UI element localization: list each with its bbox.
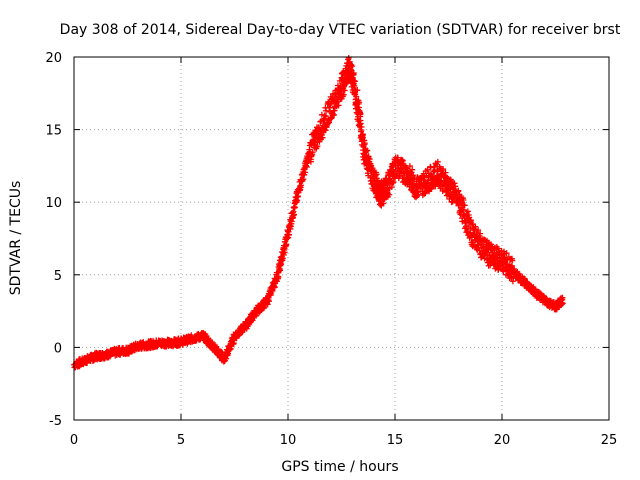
data-point xyxy=(346,58,353,65)
data-point xyxy=(327,101,334,108)
grid-lines xyxy=(74,57,609,420)
data-point xyxy=(265,295,272,302)
data-point xyxy=(308,152,315,159)
data-point xyxy=(422,190,429,197)
data-point xyxy=(328,115,335,122)
y-tick-label: -5 xyxy=(49,414,62,429)
data-point xyxy=(283,241,290,248)
x-tick-label: 5 xyxy=(177,433,185,448)
data-point xyxy=(431,167,438,174)
data-point xyxy=(326,119,333,126)
data-point xyxy=(440,166,447,173)
plot-frame xyxy=(73,56,610,421)
data-point xyxy=(341,87,348,94)
data-point xyxy=(452,183,459,190)
data-point xyxy=(322,113,329,120)
data-point xyxy=(314,143,321,150)
data-point xyxy=(380,200,387,207)
data-point xyxy=(473,245,480,252)
data-point xyxy=(475,227,482,234)
data-point xyxy=(348,61,355,68)
data-point xyxy=(350,71,357,78)
x-tick-label: 20 xyxy=(494,433,511,448)
data-point xyxy=(351,77,358,84)
y-tick-label: 5 xyxy=(54,269,62,284)
x-axis-label: GPS time / hours xyxy=(281,459,398,475)
y-axis-label: SDTVAR / TECUs xyxy=(8,181,24,296)
data-point xyxy=(277,262,284,269)
data-point xyxy=(434,158,441,165)
data-point xyxy=(358,127,365,134)
data-point xyxy=(321,112,328,119)
data-point xyxy=(424,166,431,173)
chart-title: Day 308 of 2014, Sidereal Day-to-day VTE… xyxy=(60,22,621,38)
y-tick-label: 10 xyxy=(45,196,62,211)
data-point xyxy=(455,187,462,194)
data-point xyxy=(461,202,468,209)
data-point xyxy=(279,255,286,262)
data-point xyxy=(349,63,356,70)
x-tick-label: 0 xyxy=(70,433,78,448)
data-point xyxy=(508,262,515,269)
data-point xyxy=(364,147,371,154)
y-tick-label: 20 xyxy=(45,51,62,66)
data-point xyxy=(363,148,370,155)
data-point xyxy=(309,149,316,156)
data-points xyxy=(71,55,566,371)
data-point xyxy=(297,182,304,189)
x-tick-label: 15 xyxy=(387,433,404,448)
y-tick-label: 0 xyxy=(54,341,62,356)
data-point xyxy=(322,126,329,133)
data-point xyxy=(464,208,471,215)
data-point xyxy=(466,229,473,236)
data-point xyxy=(224,350,231,357)
data-point xyxy=(491,249,498,256)
data-point xyxy=(357,117,364,124)
data-point xyxy=(399,157,406,164)
data-point xyxy=(318,111,325,118)
y-tick-label: 15 xyxy=(45,124,62,139)
data-point xyxy=(500,251,507,258)
data-point xyxy=(477,230,484,237)
data-point xyxy=(366,156,373,163)
data-point xyxy=(372,172,379,179)
data-point xyxy=(421,190,428,197)
data-point xyxy=(394,154,401,161)
data-point xyxy=(406,163,413,170)
data-point xyxy=(558,296,565,303)
data-point xyxy=(559,300,566,307)
data-point xyxy=(509,257,516,264)
data-point xyxy=(354,87,361,94)
data-point xyxy=(374,177,381,184)
data-point xyxy=(335,102,342,109)
data-point xyxy=(365,155,372,162)
data-point xyxy=(319,134,326,141)
data-point xyxy=(410,172,417,179)
data-point xyxy=(469,221,476,228)
x-tick-label: 10 xyxy=(280,433,297,448)
data-point xyxy=(390,178,397,185)
data-point xyxy=(369,168,376,175)
data-point xyxy=(357,111,364,118)
data-point xyxy=(353,93,360,100)
data-point xyxy=(447,176,454,183)
data-point xyxy=(494,245,501,252)
data-point xyxy=(310,138,317,145)
data-point xyxy=(389,179,396,186)
data-point xyxy=(503,250,510,257)
data-point xyxy=(356,99,363,106)
data-point xyxy=(361,141,368,148)
x-tick-label: 25 xyxy=(601,433,618,448)
data-point xyxy=(386,191,393,198)
data-point xyxy=(313,143,320,150)
data-point xyxy=(359,131,366,138)
axis-ticks: 0 5 10 15 20 25 -5 0 5 10 15 20 xyxy=(45,51,617,448)
data-point xyxy=(356,107,363,114)
